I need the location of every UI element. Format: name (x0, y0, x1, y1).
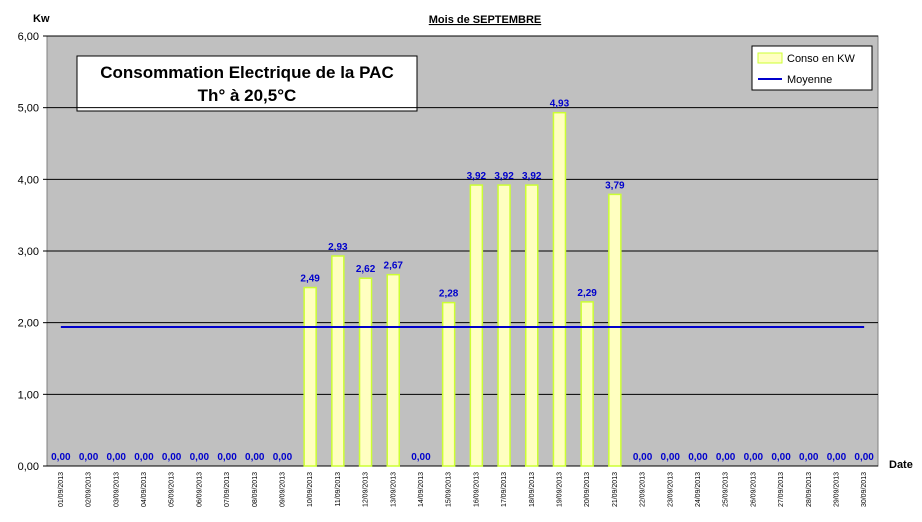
value-label: 0,00 (51, 452, 71, 463)
bar (358, 277, 373, 467)
value-label: 3,79 (605, 180, 625, 191)
x-tick-label: 12/09/2013 (363, 472, 370, 507)
value-label: 0,00 (688, 452, 708, 463)
chart-title: Mois de SEPTEMBRE (429, 14, 541, 26)
legend-label: Moyenne (787, 74, 832, 86)
value-label: 0,00 (245, 452, 265, 463)
x-tick-label: 29/09/2013 (833, 472, 840, 507)
x-tick-label: 22/09/2013 (640, 472, 647, 507)
x-tick-label: 16/09/2013 (473, 472, 480, 507)
value-label: 0,00 (661, 452, 681, 463)
bar (331, 255, 345, 467)
value-label: 0,00 (744, 452, 764, 463)
bar (469, 184, 484, 467)
value-label: 0,00 (827, 452, 847, 463)
bar (525, 184, 539, 467)
y-tick-label: 0,00 (18, 461, 39, 473)
x-tick-label: 27/09/2013 (778, 472, 785, 507)
value-label: 0,00 (411, 452, 431, 463)
y-tick-label: 6,00 (18, 31, 39, 43)
bar (552, 111, 567, 467)
annotation-box (76, 55, 418, 112)
annotation: Consommation Electrique de la PAC (100, 63, 393, 82)
value-label: 0,00 (633, 452, 653, 463)
x-tick-label: 21/09/2013 (612, 472, 619, 507)
x-tick-label: 03/09/2013 (113, 472, 120, 507)
value-label: 0,00 (854, 452, 874, 463)
legend-swatch (757, 52, 783, 64)
value-label: 0,00 (162, 452, 182, 463)
y-tick-label: 1,00 (18, 389, 39, 401)
x-tick-label: 23/09/2013 (667, 472, 674, 507)
bar (303, 286, 317, 467)
value-label: 2,67 (384, 261, 404, 272)
value-label: 0,00 (134, 452, 154, 463)
value-label: 3,92 (494, 171, 514, 182)
y-tick-label: 4,00 (18, 174, 39, 186)
x-tick-label: 26/09/2013 (750, 472, 757, 507)
y-tick-label: 5,00 (18, 103, 39, 115)
value-label: 0,00 (273, 452, 293, 463)
value-label: 2,62 (356, 264, 376, 275)
x-tick-label: 06/09/2013 (196, 472, 203, 507)
x-tick-label: 02/09/2013 (86, 472, 93, 507)
bar (580, 301, 594, 467)
x-tick-label: 17/09/2013 (501, 472, 508, 507)
value-label: 2,93 (328, 242, 348, 253)
legend-label: Conso en KW (787, 53, 855, 65)
annotation: Th° à 20,5°C (198, 86, 297, 105)
x-tick-label: 18/09/2013 (529, 472, 536, 507)
x-tick-label: 01/09/2013 (58, 472, 65, 507)
x-tick-label: 07/09/2013 (224, 472, 231, 507)
x-tick-label: 28/09/2013 (806, 472, 813, 507)
value-label: 4,93 (550, 99, 570, 110)
y-label: Kw (33, 13, 50, 25)
x-tick-label: 13/09/2013 (390, 472, 397, 507)
value-label: 2,28 (439, 289, 459, 300)
value-label: 0,00 (79, 452, 99, 463)
bar (608, 193, 622, 467)
value-label: 2,49 (300, 274, 320, 285)
value-label: 3,92 (522, 171, 542, 182)
value-label: 0,00 (217, 452, 237, 463)
value-label: 3,92 (467, 171, 487, 182)
value-label: 0,00 (716, 452, 736, 463)
value-label: 0,00 (190, 452, 210, 463)
y-tick-label: 3,00 (18, 246, 39, 258)
x-tick-label: 14/09/2013 (418, 472, 425, 507)
x-tick-label: 05/09/2013 (169, 472, 176, 507)
y-tick-label: 2,00 (18, 318, 39, 330)
x-tick-label: 24/09/2013 (695, 472, 702, 507)
x-tick-label: 11/09/2013 (335, 472, 342, 507)
x-tick-label: 20/09/2013 (584, 472, 591, 507)
bar (497, 184, 511, 467)
x-tick-label: 19/09/2013 (556, 472, 563, 507)
value-label: 0,00 (107, 452, 127, 463)
value-label: 2,29 (577, 288, 597, 299)
x-tick-label: 10/09/2013 (307, 472, 314, 507)
value-label: 0,00 (799, 452, 819, 463)
value-label: 0,00 (771, 452, 791, 463)
x-tick-label: 04/09/2013 (141, 472, 148, 507)
x-tick-label: 08/09/2013 (252, 472, 259, 507)
bar (441, 301, 456, 467)
x-label: Date (889, 459, 913, 471)
bar (386, 273, 400, 467)
x-tick-label: 25/09/2013 (723, 472, 730, 507)
x-tick-label: 09/09/2013 (279, 472, 286, 507)
x-tick-label: 30/09/2013 (861, 472, 868, 507)
x-tick-label: 15/09/2013 (446, 472, 453, 507)
